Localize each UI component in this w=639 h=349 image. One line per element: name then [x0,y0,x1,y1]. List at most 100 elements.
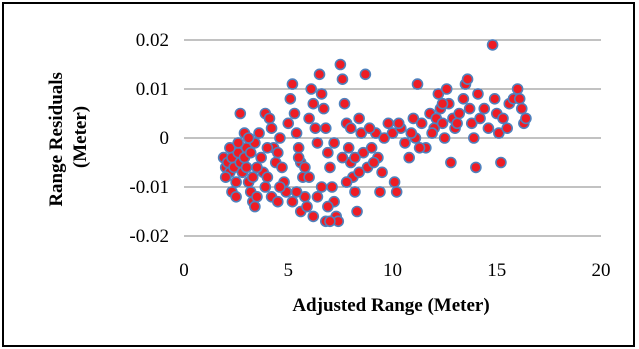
y-axis-title-line-2: (Meter) [70,106,91,168]
data-point [276,161,288,174]
y-tick-labels: -0.02 -0.01 0 0.01 0.02 [129,30,169,247]
data-point [386,127,399,139]
x-tick-label: 0 [179,260,189,281]
data-point [488,93,501,105]
data-point [242,132,255,144]
data-point [342,142,355,154]
data-point [436,117,449,130]
chart-frame [2,2,635,347]
data-point [259,181,272,193]
data-point [413,142,426,154]
data-point [405,127,418,139]
data-point [249,200,261,213]
y-axis-title-line-1: Range Residuals [46,72,67,207]
data-point [290,186,303,198]
data-point [432,88,445,100]
data-point [511,83,524,95]
data-point [290,127,303,139]
data-point [232,137,245,149]
data-point [493,127,505,139]
data-point [251,191,263,203]
data-point [340,176,353,188]
data-point [486,39,499,51]
data-point [357,146,370,159]
x-tick-label: 15 [487,260,506,281]
data-point [303,112,315,125]
data-point [265,122,278,134]
data-point [219,171,232,183]
data-point [328,137,340,149]
data-point [353,166,365,179]
data-point [307,97,320,110]
data-point [359,68,372,81]
data-point [468,132,480,144]
data-point [301,200,313,213]
data-point [470,161,482,174]
data-point [355,127,368,139]
data-point [286,195,299,208]
data-point [445,156,457,169]
data-point [322,146,334,159]
data-point [392,117,405,130]
data-point [367,156,380,169]
data-point [411,78,424,90]
x-tick-label: 5 [284,260,294,281]
data-point [399,137,411,149]
y-tick-label: 0.01 [136,79,169,100]
data-point [272,146,284,159]
data-point [349,186,361,198]
data-point [315,181,328,193]
data-point [247,171,259,183]
data-point [461,73,474,85]
data-point [309,122,322,134]
data-point [453,107,466,120]
data-point [415,117,428,130]
data-point [482,122,495,134]
data-point [240,161,253,174]
data-point [292,151,305,164]
data-point [315,88,328,100]
data-point [311,191,324,203]
data-point [292,142,305,154]
data-point [224,142,236,154]
data-points [217,39,532,228]
data-point [338,97,351,110]
data-point [274,132,286,144]
data-point [378,132,390,144]
data-point [520,112,532,125]
data-point [322,200,334,213]
data-point [515,102,528,115]
data-point [440,83,453,95]
data-point [299,161,311,174]
data-point [230,176,242,188]
data-point [353,112,365,125]
data-point [305,83,317,95]
data-point [272,195,284,208]
data-point [317,102,330,115]
data-point [474,112,486,125]
data-point [263,112,276,125]
data-point [363,122,376,134]
data-point [497,112,509,125]
data-point [365,142,378,154]
y-tick-label: -0.01 [129,177,169,198]
x-tick-label: 10 [383,260,402,281]
data-point [319,122,332,134]
data-point [282,117,295,130]
data-point [303,171,315,183]
data-point [407,112,420,125]
data-point [334,58,347,71]
data-point [244,146,257,159]
y-tick-label: -0.02 [129,226,169,247]
data-point [230,191,242,203]
data-point [261,142,274,154]
data-point [344,122,357,134]
data-point [324,215,336,228]
data-point [478,102,491,115]
data-point [501,122,513,134]
data-point [326,181,338,193]
data-point [286,78,299,90]
data-point [376,166,388,179]
data-point [451,117,463,130]
